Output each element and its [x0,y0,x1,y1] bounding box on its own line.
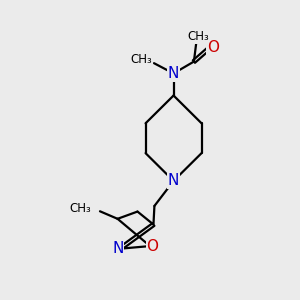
Text: O: O [207,40,219,55]
Text: N: N [168,173,179,188]
Text: O: O [146,238,158,253]
Text: CH₃: CH₃ [187,30,209,43]
Text: CH₃: CH₃ [69,202,91,215]
Text: N: N [112,241,124,256]
Text: CH₃: CH₃ [131,53,152,66]
Text: N: N [168,66,179,81]
